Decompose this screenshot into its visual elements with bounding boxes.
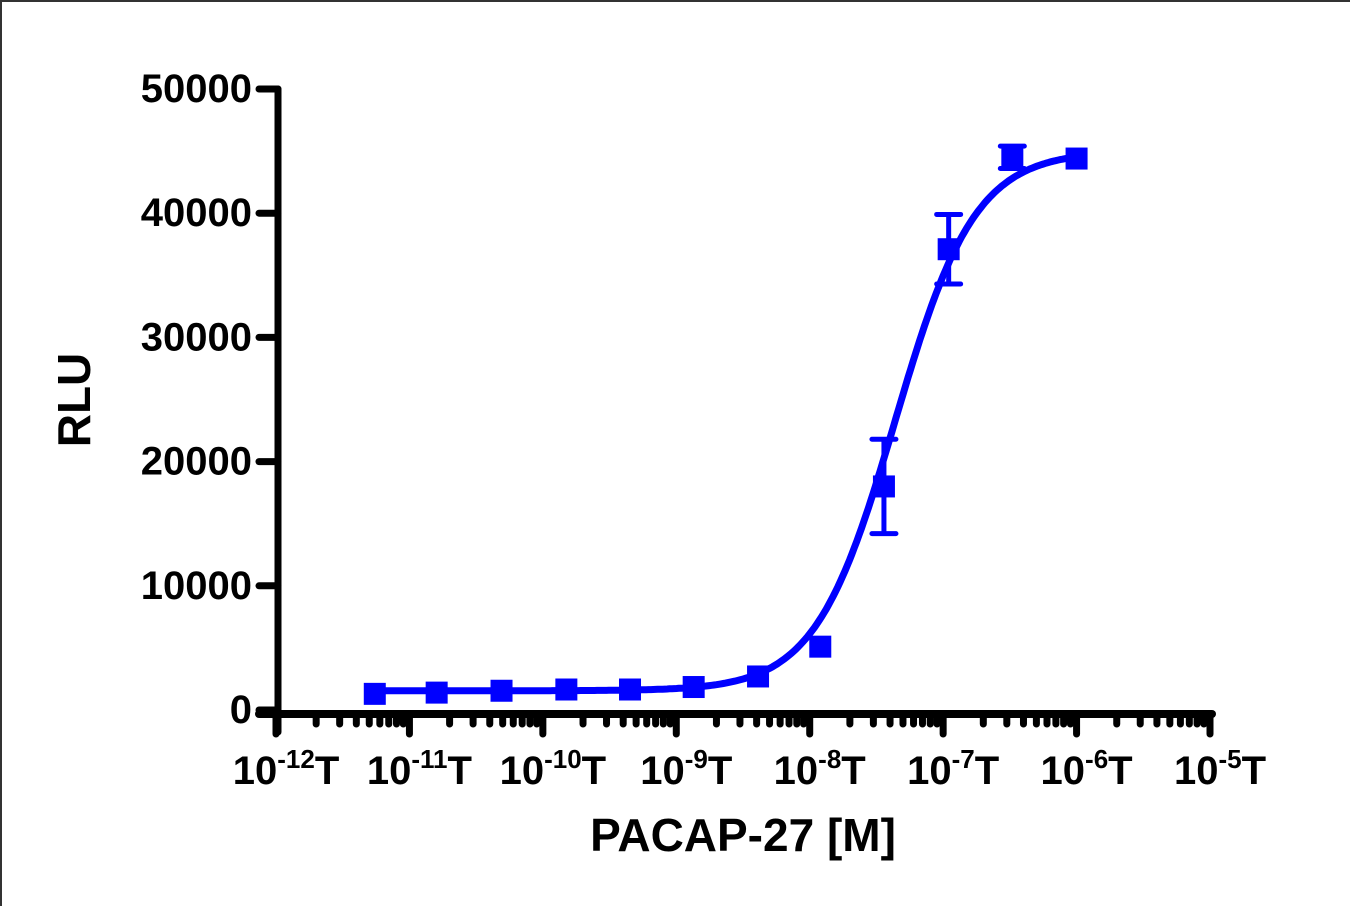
data-point-marker xyxy=(619,678,642,701)
x-tick-label: 10-5T xyxy=(1174,744,1266,793)
x-tick-label: 10-8T xyxy=(774,744,866,793)
data-point-marker xyxy=(937,238,960,261)
x-tick-label: 10-11T xyxy=(367,744,472,793)
y-tick-label: 0 xyxy=(230,688,252,732)
x-tick-label: 10-6T xyxy=(1041,744,1133,793)
data-point-marker xyxy=(425,681,448,704)
x-axis: 10-12T 10-11T 10-10T 10-9T 10-8T 10-7T 10-6T 10… xyxy=(233,710,1266,793)
fit-curve xyxy=(371,153,1081,695)
data-point-marker xyxy=(363,682,386,705)
x-tick-label: 10-12T xyxy=(233,744,340,793)
y-tick-label: 40000 xyxy=(141,191,252,235)
y-tick-label: 50000 xyxy=(141,67,252,111)
data-point-marker xyxy=(1065,147,1088,170)
data-point-marker xyxy=(490,679,513,702)
x-axis-title: PACAP-27 [M] xyxy=(590,809,896,861)
data-point-marker xyxy=(809,635,832,658)
data-point-marker xyxy=(747,665,770,688)
data-point-marker xyxy=(1001,146,1024,169)
y-tick-label: 30000 xyxy=(141,315,252,359)
y-tick-label: 20000 xyxy=(141,440,252,484)
data-point-marker xyxy=(872,475,895,498)
y-axis-title: RLU xyxy=(48,353,100,448)
y-tick-label: 10000 xyxy=(141,564,252,608)
x-tick-label: 10-10T xyxy=(500,744,607,793)
y-axis: 0 10000 20000 30000 40000 50000 xyxy=(141,67,282,736)
data-point-marker xyxy=(682,676,705,699)
sigmoid-fit-line xyxy=(371,153,1081,695)
data-point-marker xyxy=(555,678,578,701)
x-tick-label: 10-9T xyxy=(640,744,732,793)
data-markers xyxy=(363,146,1088,705)
x-tick-label: 10-7T xyxy=(907,744,999,793)
